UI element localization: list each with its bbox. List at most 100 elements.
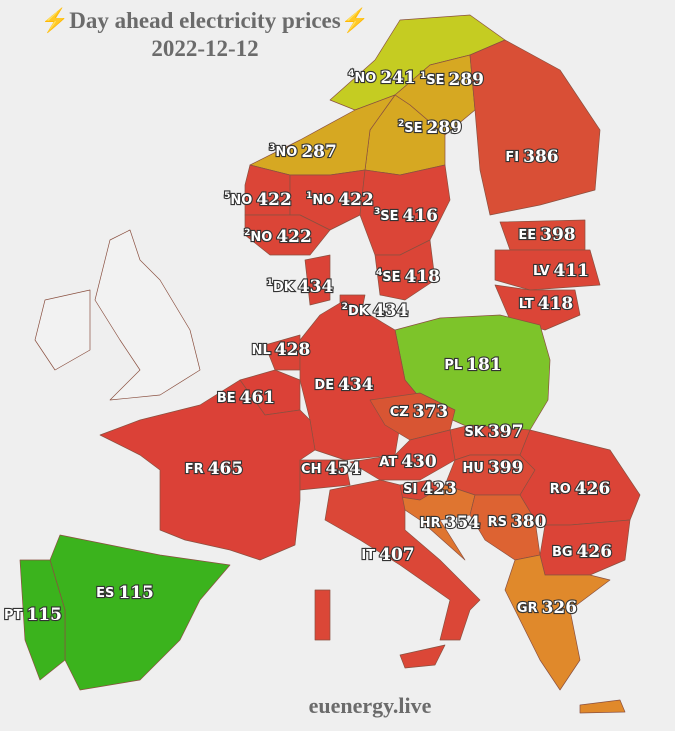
region-label: BE 461 (217, 388, 275, 408)
ireland (34, 289, 91, 371)
region-label: 2NO 422 (244, 227, 312, 247)
zone-code: FR (185, 462, 204, 477)
price: 241 (380, 68, 416, 88)
zone-code: PL (444, 358, 462, 373)
region-label: FI 386 (505, 147, 558, 167)
zone-code: NO (312, 193, 334, 208)
price: 289 (449, 70, 485, 90)
region-label: NL 428 (252, 340, 311, 360)
price: 289 (427, 118, 463, 138)
region-shape (324, 479, 481, 641)
price: 380 (511, 512, 547, 532)
zone-code: NO (275, 145, 297, 160)
region-shape (494, 249, 601, 291)
zone-number: 4 (376, 268, 382, 278)
price: 181 (466, 355, 502, 375)
zone-number: 2 (342, 302, 348, 312)
region-label: ES 115 (96, 583, 154, 603)
price: 422 (338, 190, 374, 210)
price: 454 (325, 459, 361, 479)
price: 354 (445, 513, 481, 533)
region-label: RO 426 (550, 479, 611, 499)
zone-code: NL (252, 343, 271, 358)
region-label: 1DK 434 (267, 277, 334, 297)
price: 411 (554, 261, 590, 281)
price: 434 (338, 375, 374, 395)
region-shape (299, 459, 351, 491)
zone-code: SK (465, 425, 485, 440)
price: 434 (298, 277, 334, 297)
region-shape (504, 554, 611, 691)
region-shape (19, 559, 66, 681)
region-label: LT 418 (519, 294, 574, 314)
region-shape (399, 484, 476, 561)
zone-code: NO (250, 230, 272, 245)
zone-code: CZ (390, 405, 409, 420)
zone-code: HU (463, 461, 484, 476)
region-label: 4SE 418 (376, 267, 440, 287)
zone-number: 1 (306, 191, 312, 201)
zone-code: BG (552, 545, 573, 560)
region-label: IT 407 (361, 545, 414, 565)
date: 2022-12-12 (151, 36, 258, 61)
price: 418 (405, 267, 441, 287)
price: 426 (575, 479, 611, 499)
zone-code: DE (314, 378, 334, 393)
zone-code: NO (230, 193, 252, 208)
zone-code: SE (380, 209, 398, 224)
non-data-land (34, 229, 201, 401)
zone-number: 4 (348, 69, 354, 79)
zone-number: 3 (374, 207, 380, 217)
footer: euenergy.live (309, 693, 432, 718)
region-label: RS 380 (488, 512, 547, 532)
region-label: SK 397 (465, 422, 524, 442)
zone-code: FI (505, 150, 519, 165)
zone-code: RS (488, 515, 507, 530)
zone-code: DK (348, 304, 370, 319)
region-label: GR 326 (517, 598, 577, 618)
region-shape (399, 644, 446, 669)
region-label: HR 354 (420, 513, 481, 533)
region-shape (244, 214, 331, 256)
price: 418 (538, 294, 574, 314)
region-label: LV 411 (533, 261, 589, 281)
zone-number: 1 (267, 278, 273, 288)
zone-code: LV (533, 264, 550, 279)
zone-code: PT (4, 608, 23, 623)
region-label: 4NO 241 (348, 68, 416, 88)
region-label: DE 434 (314, 375, 373, 395)
zone-code: LT (519, 297, 534, 312)
region-label: 1SE 289 (420, 70, 484, 90)
region-label: 2DK 434 (342, 301, 409, 321)
price: 426 (577, 542, 613, 562)
regions (19, 14, 641, 714)
zone-code: SE (426, 73, 444, 88)
price: 461 (240, 388, 276, 408)
price: 115 (26, 605, 62, 625)
region-shape (304, 254, 331, 306)
region-label: PL 181 (444, 355, 501, 375)
price: 326 (542, 598, 578, 618)
zone-number: 2 (398, 119, 404, 129)
zone-code: HR (420, 516, 441, 531)
price: 430 (401, 452, 437, 472)
zone-code: EE (518, 228, 536, 243)
price: 287 (301, 142, 337, 162)
region-shape (374, 239, 436, 301)
price: 422 (276, 227, 312, 247)
region-label: 3SE 416 (374, 206, 438, 226)
region-shape (99, 379, 316, 561)
zone-number: 2 (244, 228, 250, 238)
zone-code: DK (273, 280, 295, 295)
price: 423 (421, 479, 457, 499)
region-shape (349, 429, 456, 481)
region-label: SI 423 (403, 479, 457, 499)
price: 386 (523, 147, 559, 167)
region-label: 1NO 422 (306, 190, 374, 210)
price: 399 (488, 458, 524, 478)
zone-number: 3 (269, 143, 275, 153)
price: 373 (413, 402, 449, 422)
price: 416 (403, 206, 439, 226)
price: 465 (208, 459, 244, 479)
